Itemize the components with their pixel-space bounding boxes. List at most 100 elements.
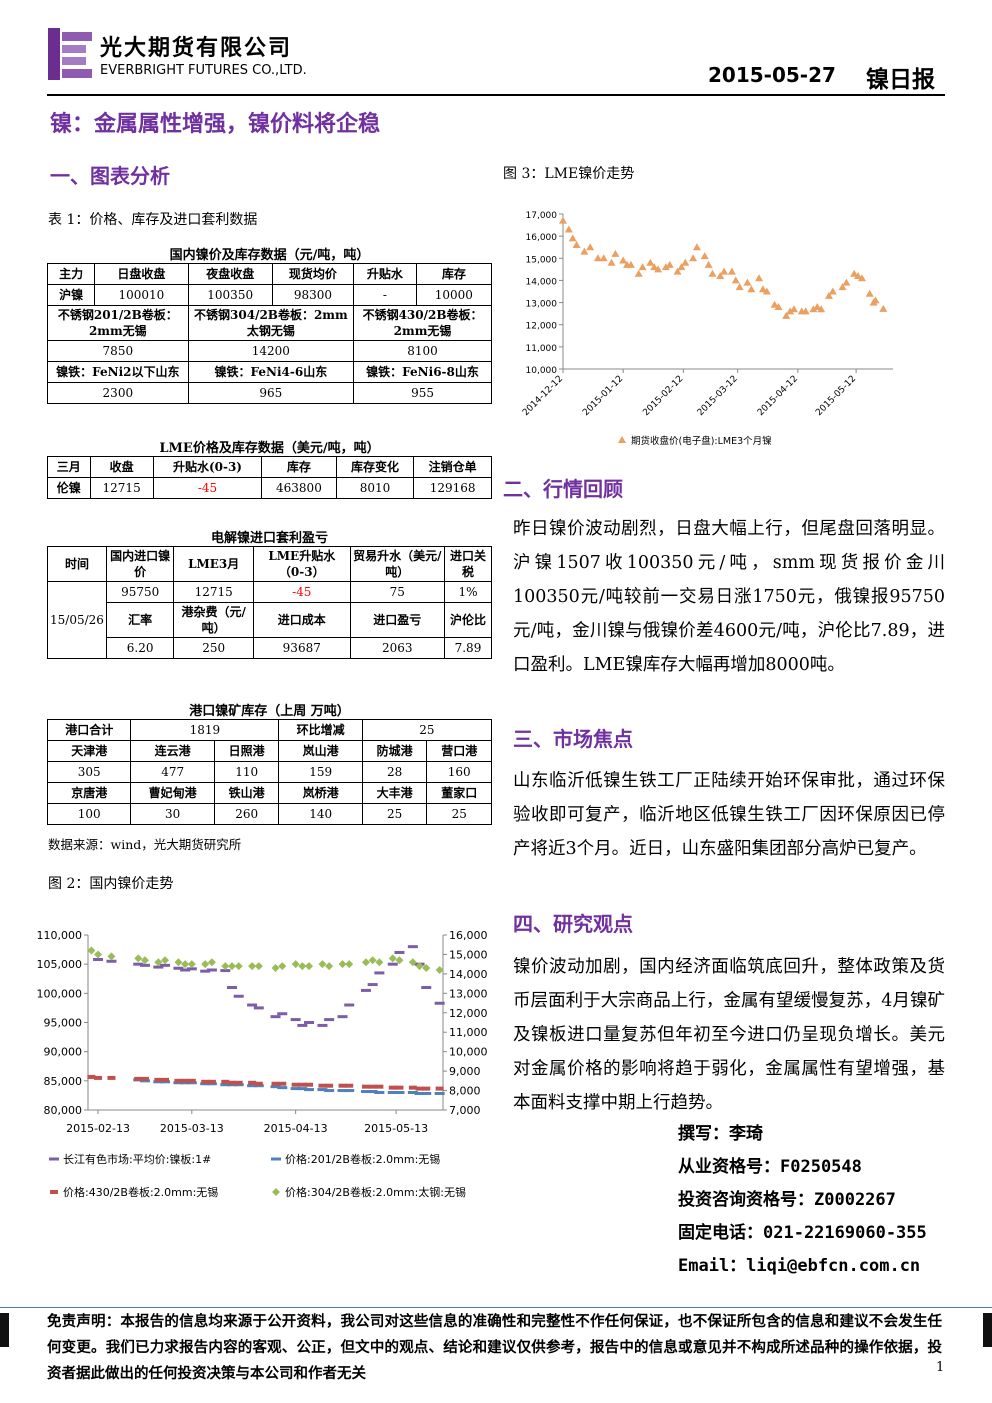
table-cell: 305 [46,761,132,783]
table-cell: 国内进口镍价 [105,546,175,582]
table-cell: 岚山港 [278,740,363,762]
table-cell: 25 [361,719,493,741]
point [291,1082,300,1087]
table-cell: 升贴水(0-3) [152,456,263,478]
table: 港口合计 1819 环比增减 25 天津港 连云港 日照港 岚山港 防城港 营口港 305 477 11… [46,719,493,825]
y-tick-label: 16,000 [526,233,558,243]
point [580,247,589,255]
table-row: 6.20 250 93687 2063 7.89 [48,637,493,659]
x-tick-label: 2015-04-12 [756,374,800,418]
point [140,956,149,965]
table-row: 汇率 港杂费（元/吨） 进口成本 进口盈亏 沪伦比 [48,602,493,638]
point [421,986,432,989]
legend-label: 长江有色市场:平均价:镍板:1# [63,1152,211,1166]
point [774,303,783,310]
table-cell: 镍铁：FeNi6-8山东 [353,361,492,383]
page-number: 1 [936,1360,945,1375]
x-tick-label: 2015-04-13 [264,1122,328,1135]
point [689,254,698,262]
y-tick-label: 85,000 [44,1075,83,1088]
table-cell: 夜盘收盘 [187,263,273,285]
point [139,963,150,967]
table-cell: 贸易升水（美元/吨） [349,546,445,582]
table-cell: 港口合计 [46,719,132,741]
table-cell: 160 [426,761,492,783]
point [305,1082,314,1087]
point [134,1076,143,1081]
table: 主力 日盘收盘 夜盘收盘 现货均价 升贴水 库存 沪镍 100010 100350 98300-1… [46,263,493,404]
page-title: 镍：金属属性增强，镍价料将企稳 [50,111,381,137]
table-cell: 95750 [105,581,175,603]
point [161,1077,170,1082]
table-cell: 8100 [353,340,492,362]
point [344,1003,355,1007]
point [747,285,756,293]
y2-tick-label: 15,000 [449,948,488,961]
legend-marker [618,436,626,443]
y2-tick-label: 13,000 [449,987,488,1000]
point [107,1075,116,1080]
point [140,1076,149,1081]
point [200,969,211,973]
point [324,1018,335,1022]
point [388,954,397,963]
table-row: 305 477 110 159 28 160 [46,761,492,783]
x-tick-label: 2015-05-13 [364,1122,428,1135]
point [434,1091,445,1095]
point [305,962,314,971]
legend-label: 价格:304/2B卷板:2.0mm:太钢:无锡 [285,1185,466,1199]
report-name: 镍日报 [866,66,935,93]
point [611,249,620,257]
point [607,258,616,266]
table-cell: 进口关税 [443,546,493,582]
y2-tick-label: 16,000 [449,929,488,942]
table-cell: 沪镍 [46,284,96,306]
table-row: 主力 日盘收盘 夜盘收盘 现货均价 升贴水 库存 [46,263,493,285]
table-cell: 463800 [261,477,337,499]
point [220,969,231,973]
point [813,303,822,310]
point [790,305,798,313]
point [593,254,602,262]
y2-tick-label: 9,000 [449,1065,481,1078]
table-cell: 日盘收盘 [94,263,189,285]
point [716,272,725,279]
point [368,956,377,965]
point [367,983,378,987]
table-cell: 159 [278,761,363,783]
point [325,1083,334,1088]
table-cell: 477 [130,761,215,783]
table-cell: 14200 [187,340,355,362]
point [854,272,863,279]
table-cell: 库存 [415,263,493,285]
point [107,952,116,961]
table-row: 不锈钢201/2B卷板：2mm无锡 不锈钢304/2B卷板：2mm太钢无锡 不锈钢4… [47,305,492,341]
table-row: 三月 收盘 升贴水(0-3) 库存 库存变化 注销仓单 [47,456,492,478]
table-cell: 京唐港 [46,782,132,804]
table-cell: 25 [361,803,428,825]
point [654,265,663,273]
table-cell: 进口成本 [252,602,351,638]
point [387,1091,398,1094]
chart: 10,000 11,000 12,000 13,000 14,000 15,000 16,0… [521,211,893,447]
point [673,267,682,275]
y2-tick-label: 14,000 [449,968,488,981]
figure-caption: 图 2：国内镍价走势 [48,876,174,892]
y-tick-label: 11,000 [526,344,558,354]
table-cell: 日照港 [213,740,280,762]
point [824,291,833,299]
point [161,956,170,965]
point [298,962,307,971]
section-heading: 一、图表分析 [50,164,170,188]
point [879,304,888,312]
chart: 80,000 85,000 90,000 95,000 100,000 105,000 11… [37,929,488,1199]
header-rule [47,94,945,96]
legend-marker [49,1157,59,1161]
table: 三月 收盘 升贴水(0-3) 库存 库存变化 注销仓单 伦镍 12715 -45 463800 80… [47,456,492,499]
point [387,962,398,966]
table-cell: 进口盈亏 [349,602,445,638]
point [375,1084,384,1089]
figure-caption: 图 3：LME镍价走势 [503,166,635,182]
point [661,263,670,271]
